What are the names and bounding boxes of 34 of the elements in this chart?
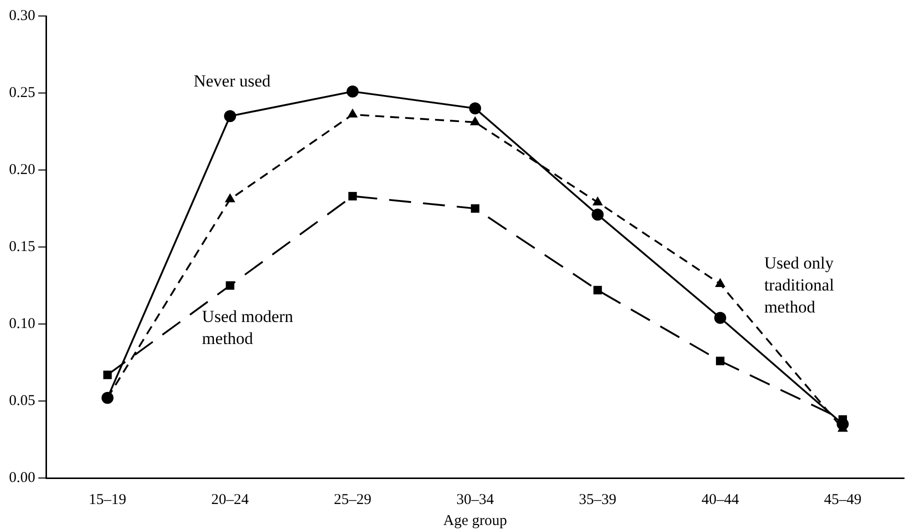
point [714, 312, 726, 324]
x-tick-label: 25–29 [334, 492, 372, 508]
x-tick-label: 40–44 [701, 492, 740, 508]
point [226, 281, 234, 290]
y-tick-label: 0.10 [9, 316, 36, 332]
y-tick-label: 0.20 [9, 162, 36, 178]
point [103, 370, 112, 380]
y-tick-label: 0.25 [9, 84, 36, 101]
point [224, 193, 236, 202]
y-tick-label: 0.15 [9, 238, 36, 255]
point [346, 85, 359, 98]
point [348, 192, 357, 200]
y-tick-label: 0.05 [9, 392, 36, 409]
point [470, 204, 480, 213]
point [592, 196, 603, 206]
y-tick-label: 0.00 [9, 470, 36, 486]
series-label: Used modern method [202, 306, 294, 348]
x-tick-label: 20–24 [211, 492, 250, 508]
x-tick-label: 45–49 [824, 492, 862, 508]
x-tick-label: 30–34 [456, 492, 494, 508]
x-tick-label: 35–39 [578, 492, 616, 508]
point [347, 108, 358, 118]
x-axis-title: Age group [443, 512, 507, 529]
point [716, 356, 724, 366]
series-label: Used only traditional method [764, 253, 834, 316]
point [470, 116, 480, 126]
series-label: Never used [194, 72, 272, 91]
point [715, 278, 726, 287]
y-tick-label: 0.30 [9, 8, 36, 24]
point [469, 102, 482, 114]
point [592, 208, 604, 221]
point [224, 110, 236, 122]
point [593, 286, 602, 294]
x-tick-label: 15–19 [88, 492, 126, 508]
